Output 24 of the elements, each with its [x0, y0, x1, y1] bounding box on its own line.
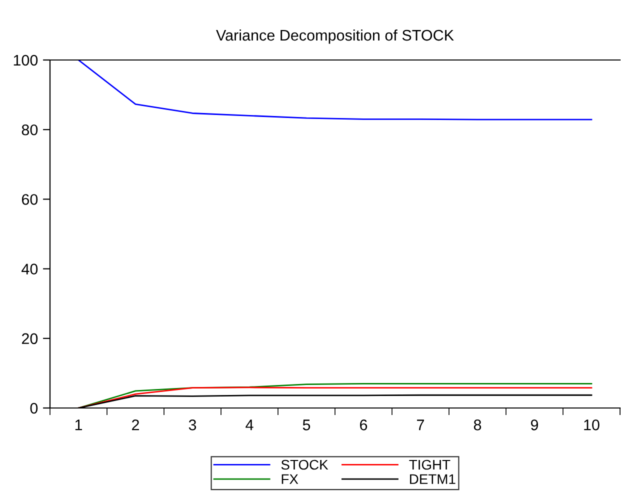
x-tick-label: 10 — [584, 420, 600, 430]
x-tick-label: 7 — [417, 420, 424, 430]
x-tick-label: 2 — [132, 420, 139, 430]
y-tick-label: 20 — [22, 333, 38, 344]
x-tick-label: 6 — [360, 420, 368, 430]
legend-label: FX — [282, 474, 298, 484]
x-tick-label: 4 — [246, 420, 254, 430]
legend-label: TIGHT — [409, 460, 450, 470]
line-series — [78, 382, 592, 408]
legend-label: STOCK — [281, 460, 328, 470]
chart-title: Variance Decomposition of STOCK — [216, 29, 454, 44]
line-series — [78, 386, 592, 408]
y-tick-label: 80 — [22, 124, 38, 136]
x-tick-label: 3 — [188, 420, 196, 430]
y-tick-label: 40 — [22, 264, 38, 274]
x-tick-label: 5 — [302, 420, 310, 430]
y-tick-label: 60 — [22, 194, 38, 205]
x-tick-label: 9 — [530, 420, 538, 430]
y-tick-label: 0 — [30, 402, 38, 414]
x-tick-label: 1 — [75, 420, 82, 430]
line-series — [78, 60, 592, 120]
x-tick-label: 8 — [474, 420, 482, 430]
y-tick-label: 100 — [14, 54, 38, 66]
legend-label: DETM1 — [410, 474, 456, 484]
